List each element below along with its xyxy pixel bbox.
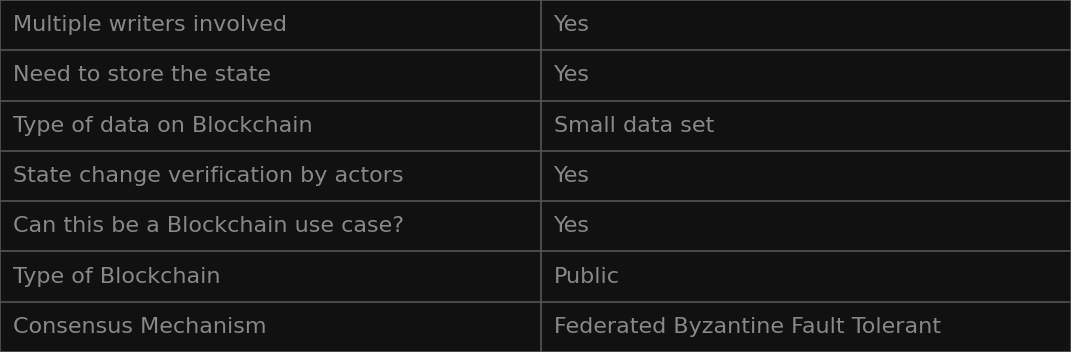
Text: Multiple writers involved: Multiple writers involved [13, 15, 287, 35]
Text: Need to store the state: Need to store the state [13, 65, 271, 86]
Text: Yes: Yes [554, 216, 590, 236]
Text: Federated Byzantine Fault Tolerant: Federated Byzantine Fault Tolerant [554, 317, 940, 337]
Text: Yes: Yes [554, 15, 590, 35]
Text: Public: Public [554, 266, 620, 287]
Text: Small data set: Small data set [554, 116, 714, 136]
Text: Yes: Yes [554, 65, 590, 86]
Text: State change verification by actors: State change verification by actors [13, 166, 404, 186]
Text: Yes: Yes [554, 166, 590, 186]
Text: Consensus Mechanism: Consensus Mechanism [13, 317, 267, 337]
Text: Type of data on Blockchain: Type of data on Blockchain [13, 116, 313, 136]
Text: Can this be a Blockchain use case?: Can this be a Blockchain use case? [13, 216, 404, 236]
Text: Type of Blockchain: Type of Blockchain [13, 266, 221, 287]
